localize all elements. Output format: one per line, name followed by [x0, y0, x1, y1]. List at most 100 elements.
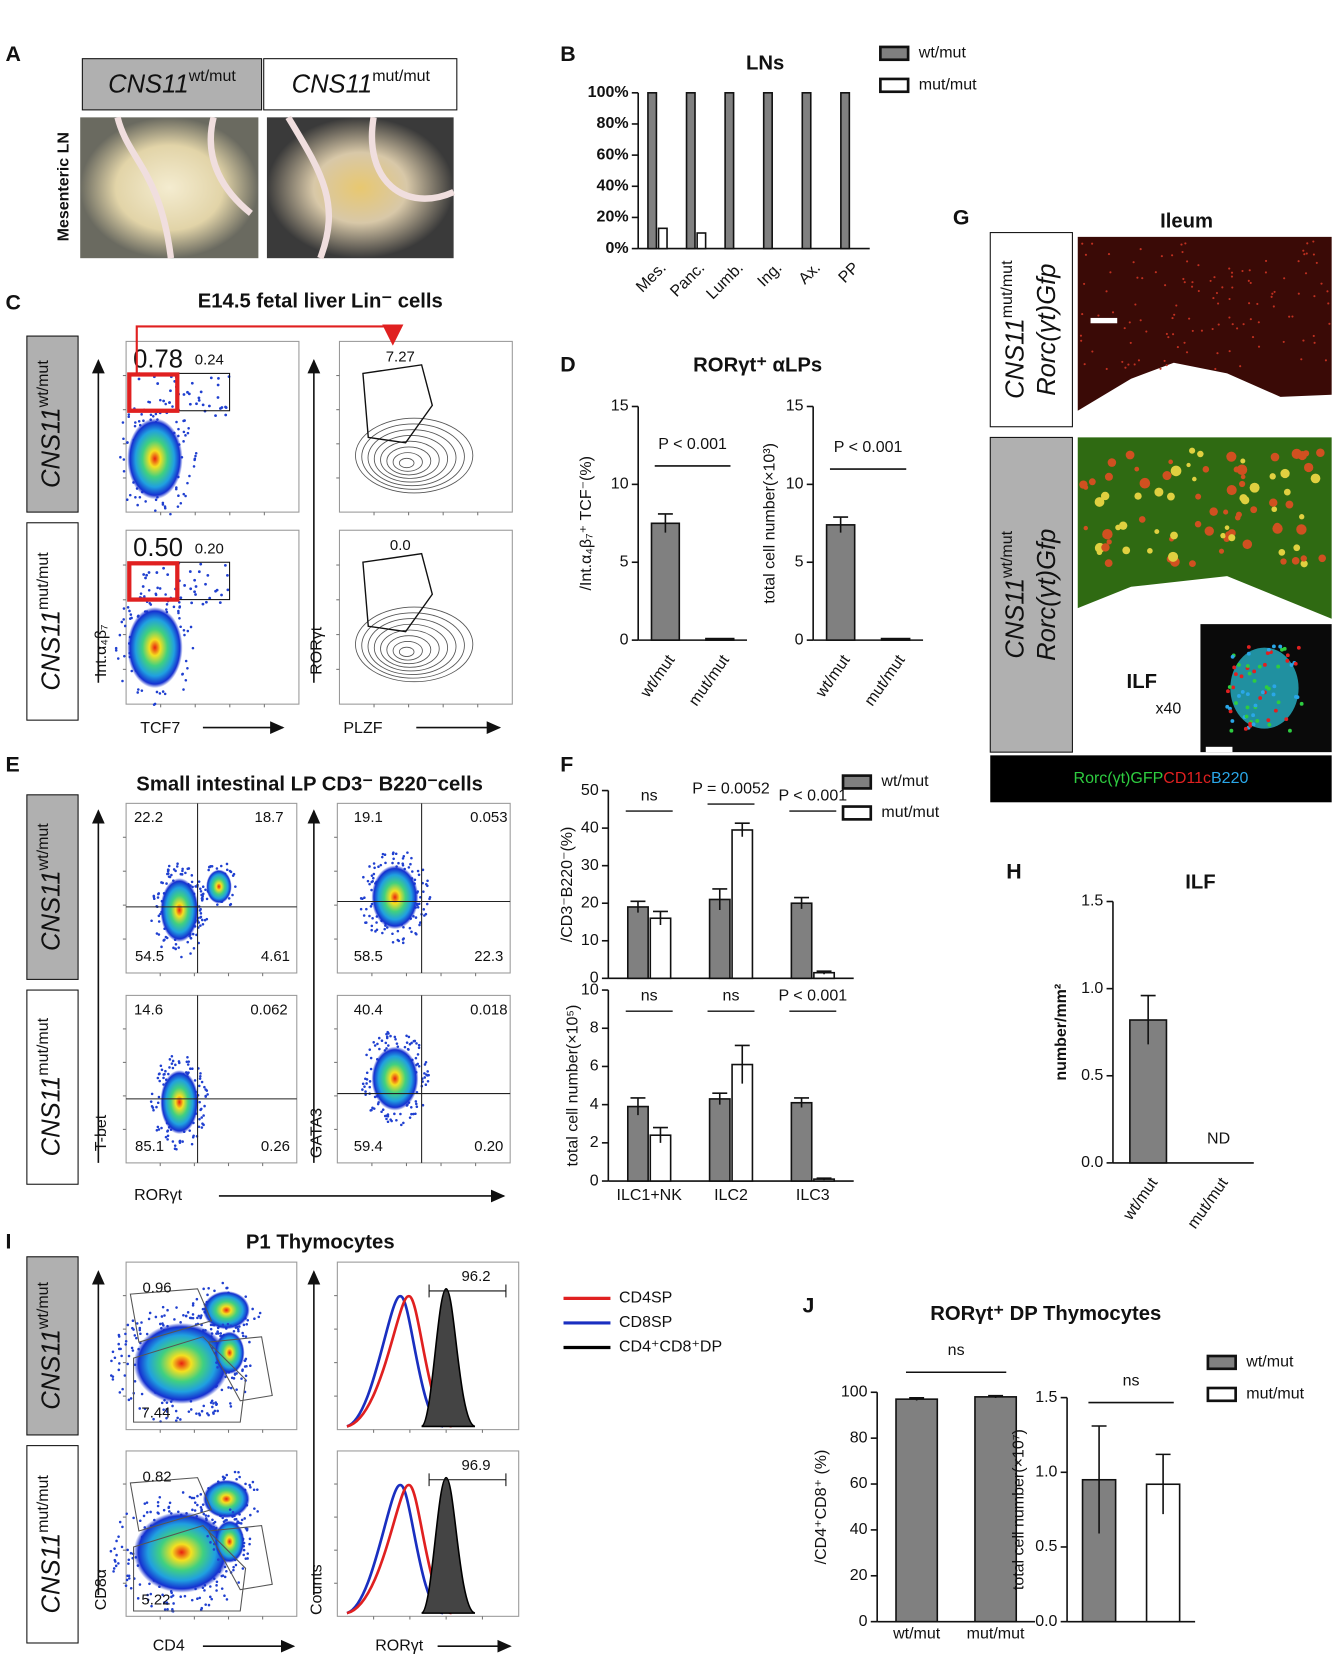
event: [203, 1104, 206, 1108]
density: [160, 878, 199, 943]
cell: [1236, 327, 1239, 330]
event: [138, 1519, 142, 1523]
follicle: [1079, 480, 1088, 489]
event: [201, 885, 205, 888]
event: [238, 1521, 241, 1525]
event: [138, 1407, 142, 1410]
event: [427, 1073, 430, 1077]
magnification: x40: [1156, 701, 1182, 718]
cell: [1221, 286, 1224, 289]
event: [244, 1374, 248, 1378]
event: [230, 1376, 234, 1380]
axis-label: Counts: [308, 1564, 325, 1615]
event: [235, 1325, 239, 1329]
event: [243, 1517, 246, 1520]
event: [248, 1542, 251, 1546]
follicle: [1204, 526, 1214, 536]
event: [177, 946, 181, 949]
event: [207, 1287, 210, 1290]
cell: [1285, 658, 1290, 663]
event: [365, 907, 368, 911]
annotation: P < 0.001: [778, 987, 847, 1004]
event: [165, 1416, 168, 1420]
density: [133, 1322, 230, 1405]
event: [368, 882, 371, 886]
event: [209, 865, 213, 868]
event: [175, 486, 178, 489]
event: [182, 430, 186, 434]
event: [428, 895, 432, 899]
follicle: [1100, 491, 1110, 501]
event: [184, 434, 187, 437]
gate-value: 0.96: [143, 1280, 172, 1297]
event: [207, 868, 210, 872]
event: [113, 1356, 117, 1360]
event: [365, 1071, 369, 1075]
event: [226, 1286, 229, 1290]
event: [169, 389, 172, 393]
cell: [1188, 317, 1191, 320]
cell: [1214, 367, 1217, 371]
event: [128, 493, 132, 497]
event: [177, 611, 180, 615]
legend-swatch: [1206, 1354, 1237, 1371]
event: [418, 923, 421, 927]
event: [256, 1510, 259, 1513]
event: [377, 1036, 381, 1040]
error-bar: [652, 1126, 668, 1143]
event: [168, 1501, 172, 1505]
gate-value: 85.1: [135, 1138, 164, 1155]
density: [133, 1511, 230, 1593]
event: [129, 1551, 133, 1555]
plot-frame: [338, 340, 513, 513]
cell: [1267, 722, 1272, 727]
cell: [1264, 685, 1269, 690]
event: [197, 1125, 201, 1128]
event: [381, 852, 385, 856]
event: [162, 566, 165, 570]
cell: [1160, 255, 1163, 258]
contour: [361, 612, 465, 679]
cell: [1165, 332, 1168, 336]
event: [201, 896, 204, 900]
event: [170, 1062, 174, 1065]
y-tick-label: 0.5: [1081, 1067, 1103, 1084]
event: [196, 1494, 199, 1498]
event: [213, 1520, 217, 1524]
event: [114, 646, 118, 650]
cell: [1289, 663, 1294, 667]
event: [160, 1126, 163, 1130]
follicle: [1202, 466, 1210, 473]
y-tick-label: 0: [590, 1172, 599, 1189]
y-axis-label: total cell number(×10⁵): [564, 1005, 581, 1167]
event: [158, 1322, 162, 1326]
genotype-box: [989, 436, 1073, 753]
cell: [1165, 364, 1168, 367]
cell: [1284, 717, 1289, 722]
bar: [650, 522, 681, 641]
y-tick-label: 60: [850, 1475, 868, 1492]
event: [119, 455, 122, 459]
event: [419, 895, 422, 899]
cell: [1228, 350, 1231, 353]
event: [199, 887, 202, 891]
y-tick-label: 10: [581, 981, 599, 998]
event: [206, 1412, 209, 1415]
event: [228, 1508, 232, 1511]
follicle: [1240, 458, 1246, 464]
event: [123, 624, 127, 628]
event: [124, 1339, 128, 1343]
cell: [1326, 290, 1329, 293]
cell: [1107, 253, 1111, 256]
follicle: [1300, 560, 1308, 568]
event: [245, 1364, 248, 1368]
event: [136, 691, 139, 694]
event: [192, 1134, 195, 1138]
event: [199, 1072, 202, 1075]
event: [165, 1410, 169, 1413]
event: [155, 1105, 158, 1109]
event: [422, 908, 426, 911]
cell: [1123, 327, 1126, 330]
contour: [386, 446, 432, 476]
y-tick-label: 20: [581, 894, 599, 911]
